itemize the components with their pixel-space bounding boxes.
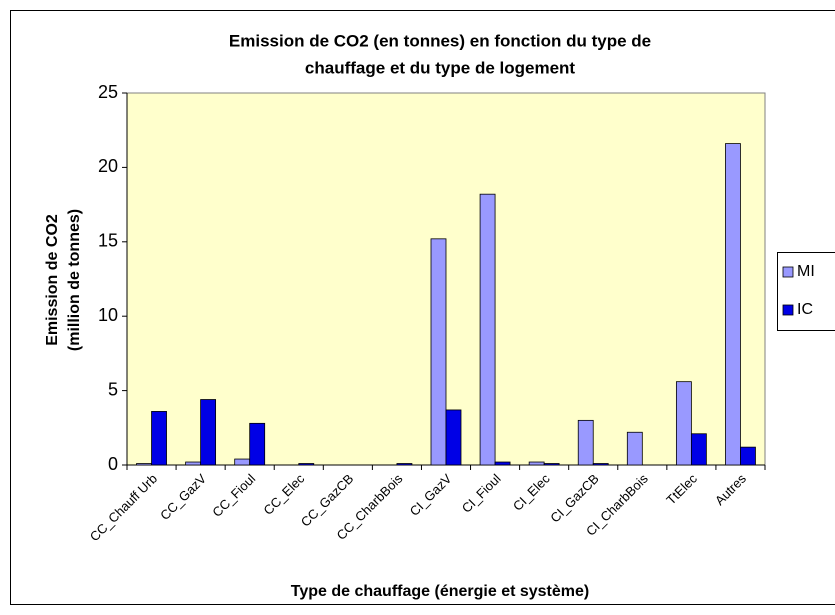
bar (249, 422, 266, 466)
chart-title: Emission de CO2 (en tonnes) en fonction … (229, 31, 651, 50)
y-tick-label: 20 (98, 156, 118, 176)
bar (298, 463, 315, 466)
legend-swatch (782, 266, 794, 278)
x-axis-label: Type de chauffage (énergie et système) (291, 583, 589, 600)
bar (577, 419, 594, 466)
bar (740, 446, 756, 466)
bar (626, 431, 643, 466)
y-tick-label: 10 (98, 305, 118, 325)
bar (185, 461, 202, 466)
bar (494, 461, 511, 466)
bar (151, 411, 167, 466)
y-tick-label: 15 (98, 231, 118, 251)
bar (690, 433, 707, 466)
y-tick-label: 5 (108, 379, 118, 399)
bar (445, 409, 462, 466)
bar (592, 463, 609, 466)
legend-label: IC (797, 301, 813, 318)
bar (725, 143, 741, 466)
bar (479, 193, 496, 466)
bar (200, 399, 217, 466)
bar (675, 381, 692, 466)
y-tick-label: 25 (98, 82, 118, 102)
legend-box (777, 252, 835, 331)
bar (234, 458, 251, 466)
bar (528, 461, 545, 466)
bar (136, 463, 152, 466)
y-axis-label: Emission de CO2 (44, 214, 61, 346)
bar (396, 463, 413, 466)
legend-swatch (782, 304, 794, 316)
bar (543, 463, 560, 466)
chart-title: chauffage et du type de logement (305, 58, 575, 77)
legend-label: MI (797, 263, 815, 280)
y-axis-label: (million de tonnes) (66, 209, 83, 351)
y-tick-label: 0 (108, 454, 118, 474)
bar (430, 238, 447, 466)
